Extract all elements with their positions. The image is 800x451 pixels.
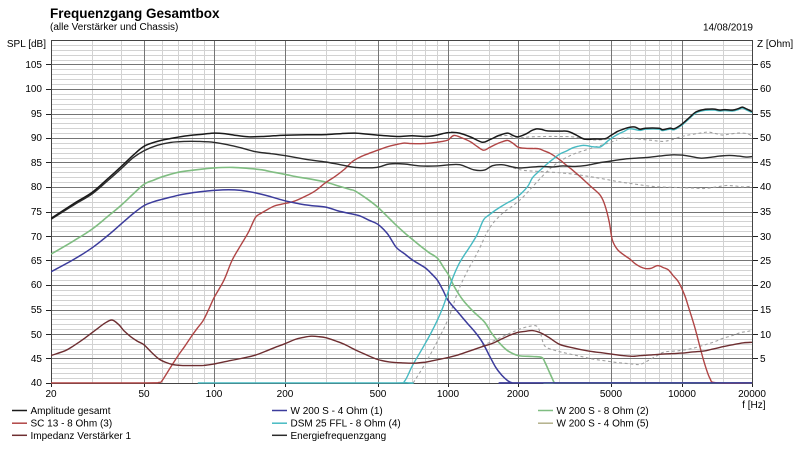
svg-text:60: 60 <box>760 84 772 95</box>
svg-text:35: 35 <box>760 207 772 218</box>
svg-text:20: 20 <box>45 389 57 400</box>
svg-text:80: 80 <box>31 182 43 193</box>
svg-text:200: 200 <box>277 389 294 400</box>
svg-text:30: 30 <box>760 232 772 243</box>
svg-text:SPL [dB]: SPL [dB] <box>7 39 46 50</box>
svg-text:25: 25 <box>760 256 772 267</box>
svg-text:Impedanz Verstärker 1: Impedanz Verstärker 1 <box>31 431 132 442</box>
svg-text:100: 100 <box>25 84 42 95</box>
svg-text:10000: 10000 <box>668 389 696 400</box>
svg-text:10: 10 <box>760 330 772 341</box>
svg-text:50: 50 <box>760 133 772 144</box>
svg-text:W 200 S - 4 Ohm (1): W 200 S - 4 Ohm (1) <box>291 406 383 417</box>
svg-text:50: 50 <box>138 389 150 400</box>
svg-text:Z [Ohm]: Z [Ohm] <box>757 39 793 50</box>
svg-text:40: 40 <box>31 378 43 389</box>
svg-text:65: 65 <box>31 256 43 267</box>
svg-text:20000: 20000 <box>738 389 766 400</box>
svg-text:Amplitude gesamt: Amplitude gesamt <box>31 406 111 417</box>
svg-text:40: 40 <box>760 182 772 193</box>
svg-text:5: 5 <box>760 354 766 365</box>
svg-text:15: 15 <box>760 305 772 316</box>
svg-text:50: 50 <box>31 330 43 341</box>
svg-text:70: 70 <box>31 232 43 243</box>
svg-text:Frequenzgang Gesamtbox: Frequenzgang Gesamtbox <box>50 6 220 21</box>
svg-text:500: 500 <box>370 389 387 400</box>
svg-text:75: 75 <box>31 207 43 218</box>
svg-text:Energiefrequenzgang: Energiefrequenzgang <box>291 431 387 442</box>
svg-text:90: 90 <box>31 133 43 144</box>
svg-text:(alle Verstärker und Chassis): (alle Verstärker und Chassis) <box>50 22 178 33</box>
svg-text:f [Hz]: f [Hz] <box>742 400 766 411</box>
svg-text:65: 65 <box>760 60 772 71</box>
svg-text:14/08/2019: 14/08/2019 <box>703 23 753 34</box>
svg-text:20: 20 <box>760 280 772 291</box>
svg-text:W 200 S - 8 Ohm (2): W 200 S - 8 Ohm (2) <box>557 406 649 417</box>
svg-text:5000: 5000 <box>600 389 623 400</box>
svg-text:55: 55 <box>31 305 43 316</box>
svg-text:2000: 2000 <box>507 389 530 400</box>
svg-text:1000: 1000 <box>437 389 460 400</box>
svg-text:W 200 S - 4 Ohm (5): W 200 S - 4 Ohm (5) <box>557 419 649 430</box>
svg-text:85: 85 <box>31 158 43 169</box>
svg-text:100: 100 <box>206 389 223 400</box>
svg-text:45: 45 <box>760 158 772 169</box>
svg-text:DSM 25 FFL - 8 Ohm (4): DSM 25 FFL - 8 Ohm (4) <box>291 419 401 430</box>
svg-text:SC 13 - 8 Ohm (3): SC 13 - 8 Ohm (3) <box>31 419 113 430</box>
svg-text:95: 95 <box>31 109 43 120</box>
svg-text:45: 45 <box>31 354 43 365</box>
svg-text:105: 105 <box>25 60 42 71</box>
svg-text:60: 60 <box>31 280 43 291</box>
svg-text:55: 55 <box>760 109 772 120</box>
